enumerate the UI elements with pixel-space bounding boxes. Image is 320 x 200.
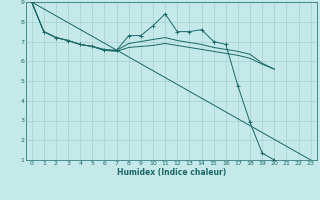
X-axis label: Humidex (Indice chaleur): Humidex (Indice chaleur)	[116, 168, 226, 177]
